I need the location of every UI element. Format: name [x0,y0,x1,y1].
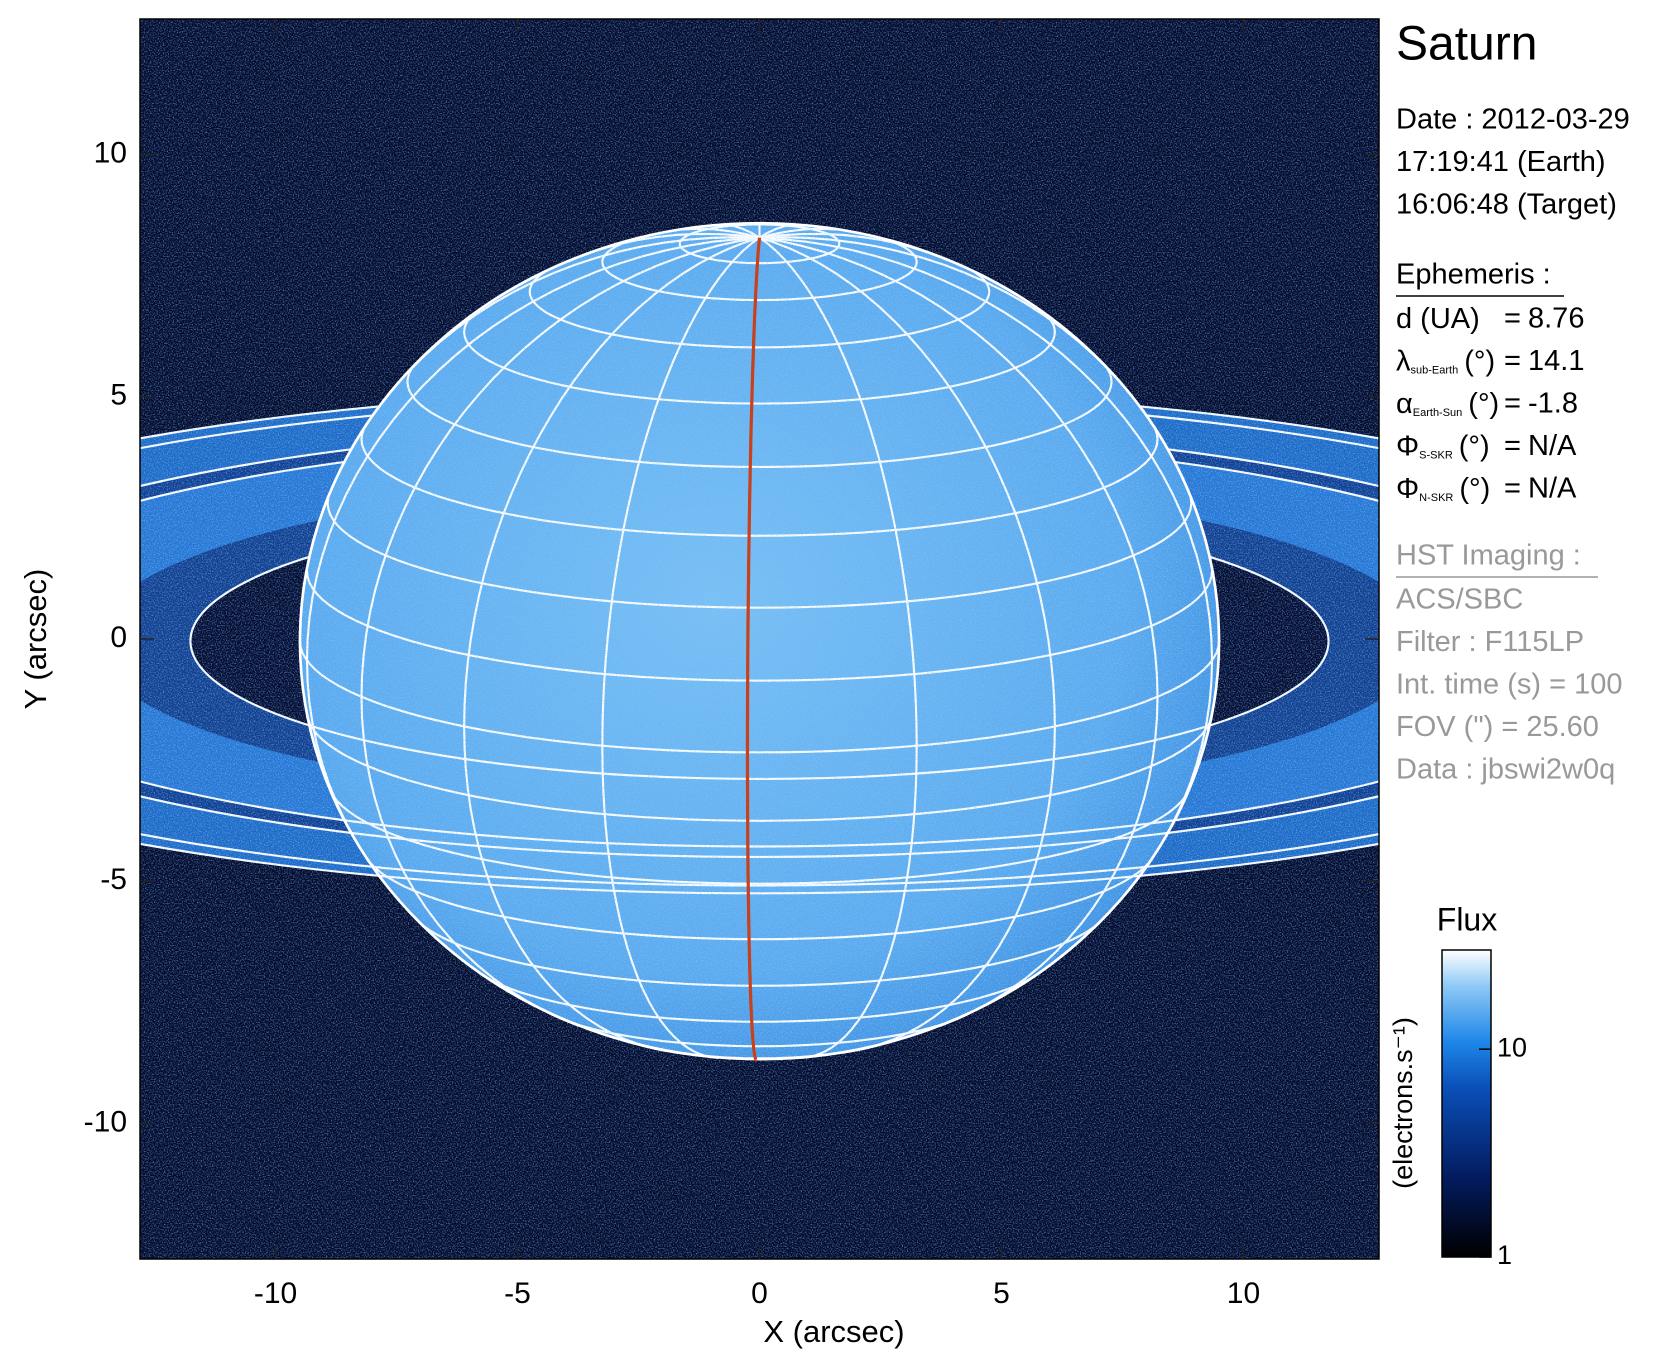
unit: (°) [1468,388,1499,420]
x-tick-label: 0 [751,1277,768,1310]
x-tick-label: -10 [254,1277,297,1310]
ephemeris-label: αEarth-Sun (°) [1396,388,1499,420]
date-line: Date : 2012-03-29 [1396,104,1630,136]
planet-limb [298,221,1221,1061]
colorbar-title: Flux [1437,901,1497,937]
y-axis-label: Y (arcsec) [18,569,53,710]
colorbar-tick-label: 10 [1497,1032,1527,1062]
symbol: d (UA) [1396,303,1480,335]
imaging-line: Filter : F115LP [1396,626,1584,658]
subscript: S-SKR [1419,449,1453,461]
image-content [140,19,1379,1259]
equals-sign: = [1504,388,1521,420]
unit: (°) [1459,430,1490,462]
imaging-line: FOV (") = 25.60 [1396,711,1599,743]
ephemeris-label: ΦS-SKR (°) [1396,430,1490,462]
ephemeris-label: λsub-Earth (°) [1396,345,1495,377]
ephemeris-value: -1.8 [1528,388,1578,420]
equals-sign: = [1504,345,1521,377]
x-axis-label: X (arcsec) [763,1314,904,1349]
x-tick-label: -5 [504,1277,531,1310]
ephemeris-value: N/A [1528,430,1577,462]
equals-sign: = [1504,303,1521,335]
unit: (°) [1459,473,1490,505]
symbol: Φ [1396,430,1419,462]
imaging-line: Data : jbswi2w0q [1396,754,1615,786]
ephemeris-header: Ephemeris : [1396,259,1551,291]
equals-sign: = [1504,430,1521,462]
date-line: 16:06:48 (Target) [1396,189,1617,221]
imaging-line: Int. time (s) = 100 [1396,669,1622,701]
ephemeris-value: 14.1 [1528,345,1584,377]
x-tick-label: 5 [993,1277,1010,1310]
symbol: Φ [1396,473,1419,505]
subscript: Earth-Sun [1413,407,1463,419]
chart-title: Saturn [1396,18,1537,71]
x-tick-label: 10 [1227,1277,1260,1310]
imaging-header: HST Imaging : [1396,540,1581,572]
symbol: λ [1396,345,1411,377]
subscript: sub-Earth [1411,364,1459,376]
y-tick-label: 10 [94,137,127,170]
symbol: α [1396,388,1413,420]
unit: (°) [1464,345,1495,377]
image [140,19,1379,1259]
ephemeris-value: 8.76 [1528,303,1584,335]
y-tick-label: 0 [110,621,127,654]
y-tick-label: -10 [84,1105,127,1138]
imaging-line: ACS/SBC [1396,584,1523,616]
noise [140,19,1379,1259]
equals-sign: = [1504,473,1521,505]
ephemeris-label: ΦN-SKR (°) [1396,473,1490,505]
ephemeris-label: d (UA) [1396,303,1480,335]
subscript: N-SKR [1419,492,1453,504]
y-tick-label: 5 [110,379,127,412]
y-tick-label: -5 [100,863,127,896]
colorbar-tick-label: 1 [1497,1240,1512,1270]
ephemeris-value: N/A [1528,473,1577,505]
colorbar-label: (electrons.s⁻¹) [1388,1017,1418,1189]
central-meridian [745,237,762,1062]
date-line: 17:19:41 (Earth) [1396,146,1606,178]
colorbar [1441,949,1492,1258]
